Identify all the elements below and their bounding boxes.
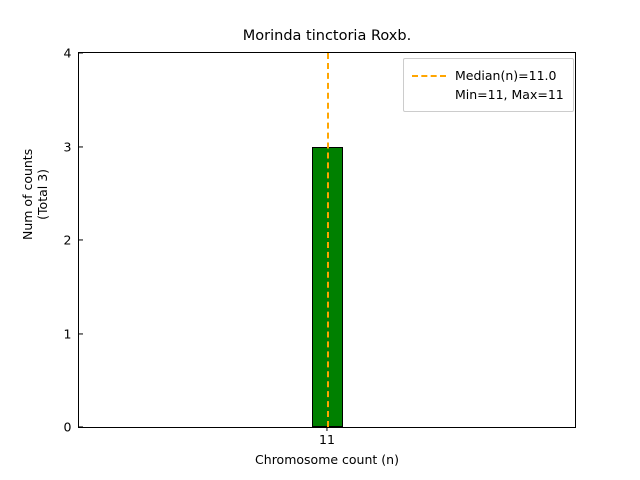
legend-entry: Min=11, Max=11 xyxy=(412,85,564,104)
y-tick-label: 4 xyxy=(63,45,72,61)
y-tick-mark xyxy=(79,145,83,148)
legend-label: Median(n)=11.0 xyxy=(455,67,557,83)
y-axis-label: Num of counts (Total 3) xyxy=(20,148,50,240)
legend-entry: Median(n)=11.0 xyxy=(412,66,564,85)
y-tick-mark xyxy=(79,239,83,241)
y-tick-mark xyxy=(79,426,83,428)
chart-legend: Median(n)=11.0 Min=11, Max=11 xyxy=(403,58,574,112)
x-axis-label: Chromosome count (n) xyxy=(255,452,399,467)
y-tick-label: 3 xyxy=(63,139,72,154)
y-tick-label: 2 xyxy=(63,232,72,248)
median-line-line xyxy=(327,53,329,427)
legend-dashed-line-icon xyxy=(412,74,446,77)
y-tick-label: 1 xyxy=(63,326,72,341)
y-tick-label: 0 xyxy=(63,419,72,435)
plot-area: 0 1 2 3 4 11 xyxy=(64,47,576,447)
x-tick-label: 11 xyxy=(319,432,335,447)
legend-label: Min=11, Max=11 xyxy=(455,86,564,102)
y-tick-mark xyxy=(79,52,83,54)
y-tick-mark xyxy=(79,332,83,335)
x-tick-mark xyxy=(326,427,328,431)
chart-title: Morinda tinctoria Roxb. xyxy=(242,28,412,44)
